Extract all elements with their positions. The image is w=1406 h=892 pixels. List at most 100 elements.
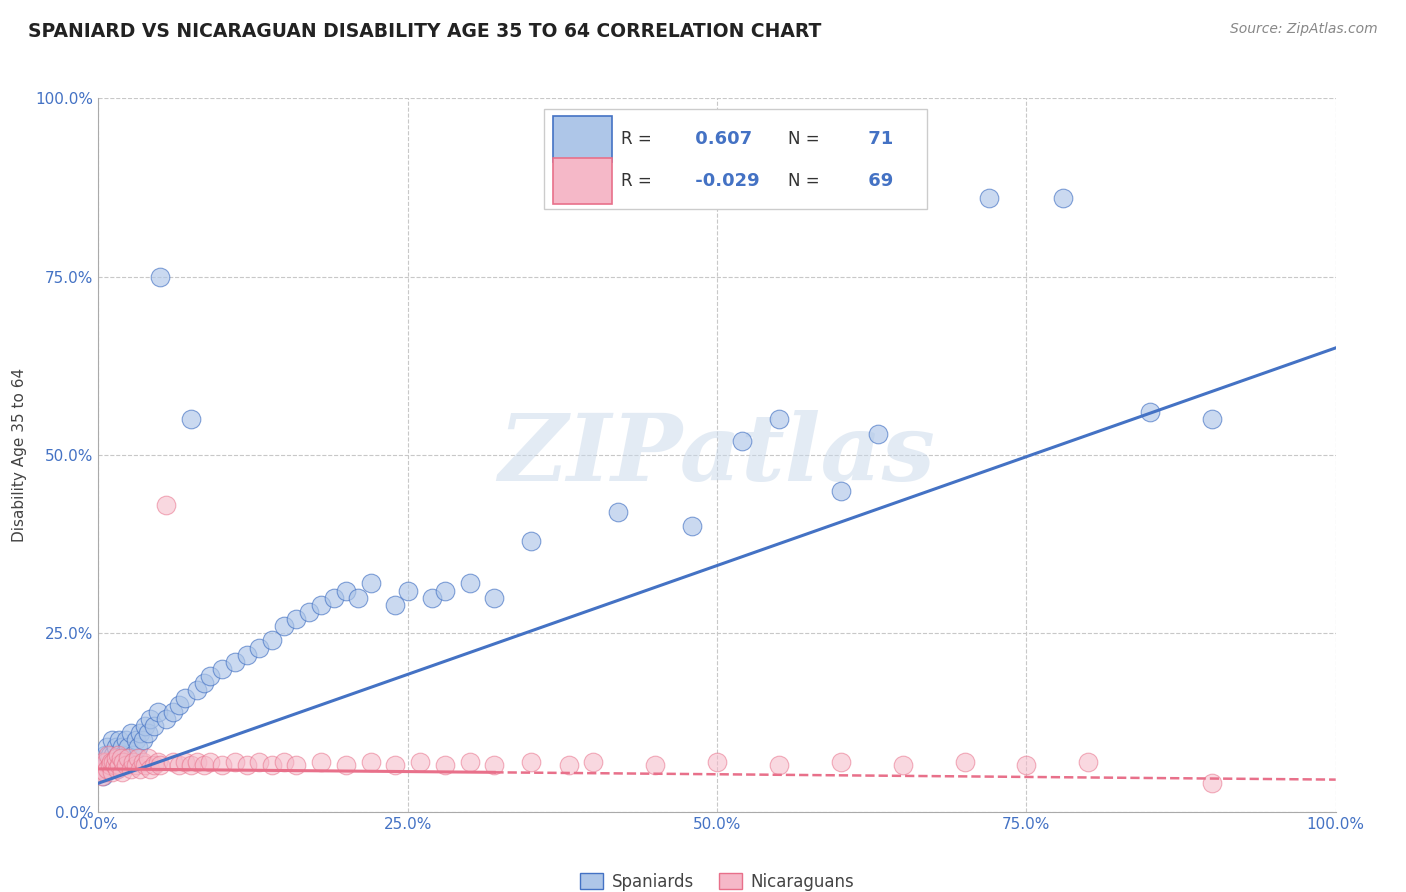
Point <box>167 698 190 712</box>
Point <box>830 755 852 769</box>
Point <box>1015 758 1038 772</box>
Point <box>211 758 233 772</box>
Point <box>127 740 149 755</box>
Point <box>409 755 432 769</box>
Text: 71: 71 <box>862 130 893 148</box>
Point <box>143 758 166 772</box>
Point <box>101 733 124 747</box>
Point <box>108 733 131 747</box>
Point <box>105 762 128 776</box>
Point <box>1201 776 1223 790</box>
Text: ZIPatlas: ZIPatlas <box>499 410 935 500</box>
Point <box>260 633 283 648</box>
Point <box>98 747 121 762</box>
Point <box>347 591 370 605</box>
Point <box>107 747 129 762</box>
Text: 0.607: 0.607 <box>689 130 752 148</box>
Point <box>422 591 444 605</box>
Point <box>105 762 128 776</box>
Point <box>124 758 146 772</box>
Point <box>1077 755 1099 769</box>
Text: R =: R = <box>620 172 657 190</box>
Point <box>433 583 456 598</box>
Point <box>112 755 135 769</box>
Point <box>136 751 159 765</box>
Text: N =: N = <box>787 130 824 148</box>
Point <box>149 269 172 284</box>
Point <box>180 758 202 772</box>
FancyBboxPatch shape <box>553 158 612 204</box>
Point <box>114 733 136 747</box>
Point <box>167 758 190 772</box>
Point <box>484 591 506 605</box>
Point <box>458 755 481 769</box>
Point <box>768 758 790 772</box>
Point <box>103 755 125 769</box>
Point <box>132 733 155 747</box>
Point <box>607 505 630 519</box>
Point <box>731 434 754 448</box>
Point <box>117 751 139 765</box>
Point <box>98 758 121 772</box>
Point <box>112 747 135 762</box>
Point <box>96 762 118 776</box>
Point <box>155 498 177 512</box>
Point <box>91 755 114 769</box>
Point <box>186 683 208 698</box>
Point <box>236 648 259 662</box>
Y-axis label: Disability Age 35 to 64: Disability Age 35 to 64 <box>13 368 27 542</box>
Point <box>94 755 117 769</box>
Point <box>136 726 159 740</box>
Point <box>180 412 202 426</box>
Point <box>93 747 115 762</box>
Point <box>97 755 120 769</box>
Point <box>101 765 124 780</box>
Point <box>360 755 382 769</box>
Point <box>1139 405 1161 419</box>
Point <box>129 762 152 776</box>
Point <box>93 769 115 783</box>
Point <box>1201 412 1223 426</box>
Point <box>520 755 543 769</box>
Point <box>146 755 169 769</box>
Point <box>127 751 149 765</box>
Point <box>384 758 406 772</box>
Point <box>866 426 889 441</box>
Point <box>557 758 579 772</box>
Point <box>520 533 543 548</box>
Point <box>174 755 197 769</box>
Point <box>273 755 295 769</box>
Point <box>891 758 914 772</box>
Point <box>114 758 136 772</box>
Point <box>260 758 283 772</box>
Point <box>100 762 122 776</box>
Point <box>108 758 131 772</box>
Point <box>110 751 132 765</box>
Point <box>122 755 145 769</box>
Point <box>322 591 344 605</box>
Point <box>681 519 703 533</box>
Point <box>211 662 233 676</box>
Point <box>360 576 382 591</box>
Point <box>384 598 406 612</box>
Point <box>110 755 132 769</box>
Point <box>193 758 215 772</box>
Point <box>120 726 142 740</box>
Point <box>122 747 145 762</box>
Point <box>335 583 357 598</box>
Point <box>103 747 125 762</box>
Point <box>484 758 506 772</box>
Point <box>124 733 146 747</box>
Point <box>139 762 162 776</box>
Text: -0.029: -0.029 <box>689 172 759 190</box>
Point <box>193 676 215 690</box>
Text: Source: ZipAtlas.com: Source: ZipAtlas.com <box>1230 22 1378 37</box>
Point <box>134 719 156 733</box>
Point <box>224 755 246 769</box>
Point <box>139 712 162 726</box>
Point <box>285 758 308 772</box>
Point <box>93 755 115 769</box>
Point <box>644 758 666 772</box>
Point <box>93 765 115 780</box>
Point <box>96 740 118 755</box>
